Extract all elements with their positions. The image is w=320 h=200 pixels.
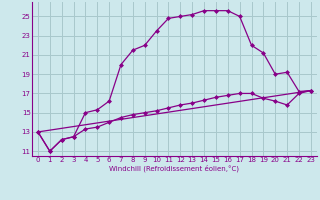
- X-axis label: Windchill (Refroidissement éolien,°C): Windchill (Refroidissement éolien,°C): [109, 165, 239, 172]
